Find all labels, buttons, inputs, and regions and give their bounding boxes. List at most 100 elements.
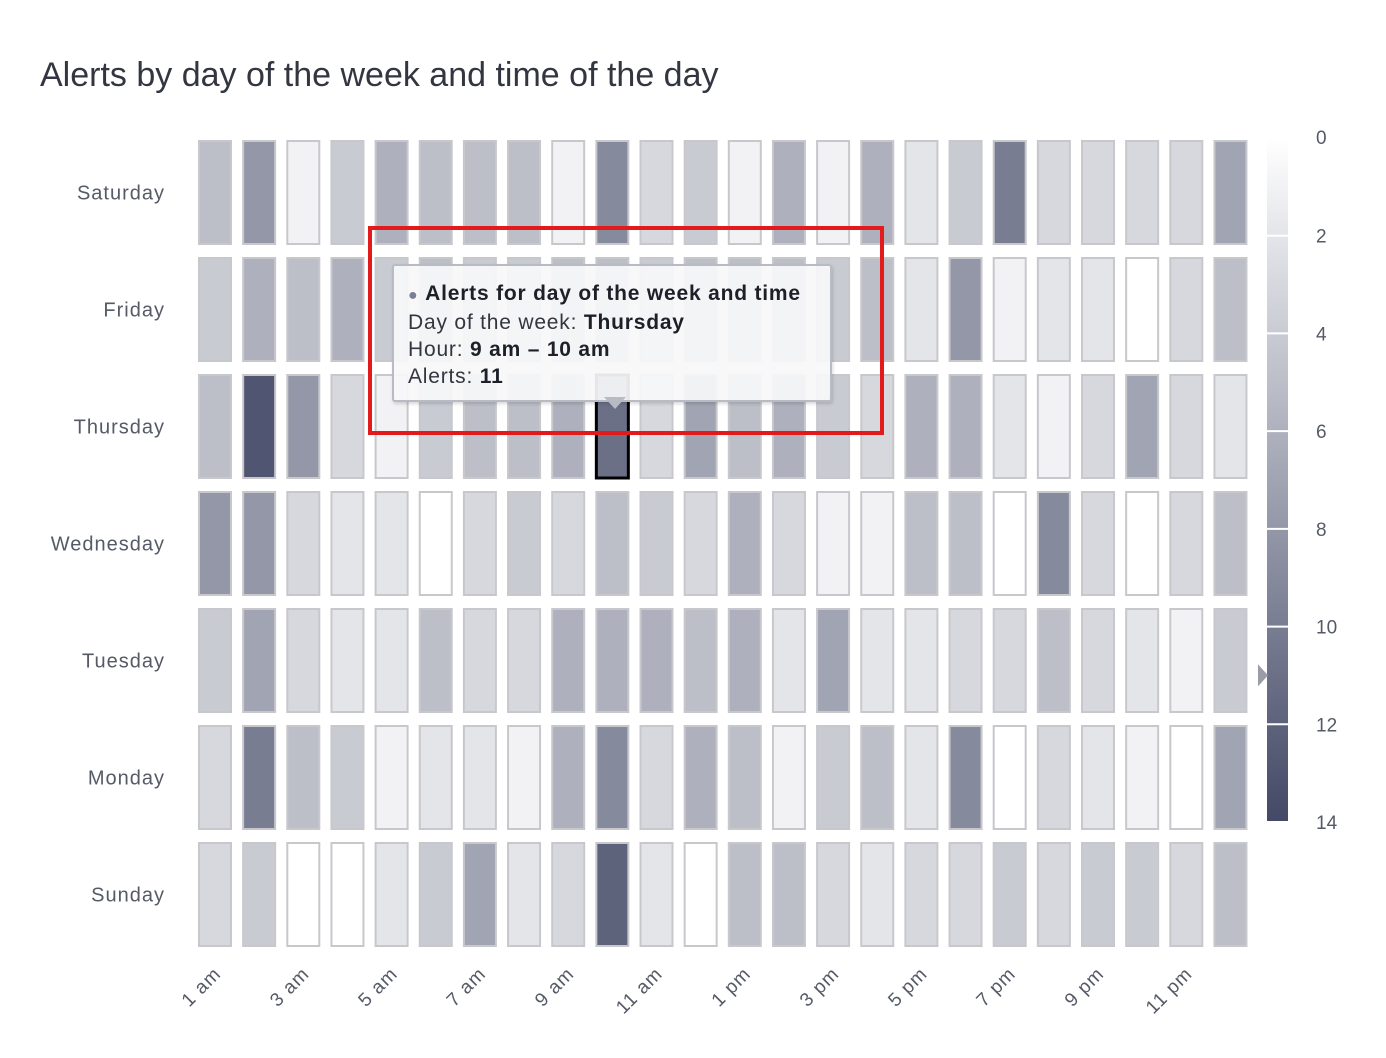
heatmap-cell[interactable]	[551, 608, 586, 713]
heatmap-cell[interactable]	[683, 725, 718, 830]
heatmap-cell[interactable]	[816, 374, 851, 479]
heatmap-cell[interactable]	[1036, 608, 1071, 713]
heatmap-cell[interactable]	[639, 842, 674, 947]
heatmap-cell[interactable]	[286, 608, 321, 713]
heatmap-cell[interactable]	[1213, 725, 1248, 830]
heatmap-cell[interactable]	[1125, 725, 1160, 830]
heatmap-cell[interactable]	[286, 374, 321, 479]
heatmap-cell[interactable]	[551, 725, 586, 830]
heatmap-cell[interactable]	[948, 491, 983, 596]
heatmap-cell[interactable]	[1081, 842, 1115, 947]
heatmap-cell[interactable]	[639, 491, 674, 596]
heatmap-cell[interactable]	[1036, 374, 1071, 479]
heatmap-cell[interactable]	[198, 725, 232, 830]
heatmap-cell[interactable]	[992, 491, 1027, 596]
heatmap-cell[interactable]	[1213, 842, 1248, 947]
heatmap-cell[interactable]	[1169, 725, 1204, 830]
heatmap-cell[interactable]	[727, 491, 762, 596]
heatmap-cell[interactable]	[1213, 608, 1248, 713]
heatmap-cell[interactable]	[816, 491, 851, 596]
heatmap-cell[interactable]	[418, 608, 453, 713]
heatmap-cell[interactable]	[860, 374, 895, 479]
heatmap-cell[interactable]	[242, 491, 277, 596]
heatmap-cell[interactable]	[727, 725, 762, 830]
heatmap-cell[interactable]	[462, 608, 497, 713]
heatmap-cell[interactable]	[198, 140, 232, 245]
heatmap-cell[interactable]	[595, 491, 630, 596]
heatmap-cell[interactable]	[286, 725, 321, 830]
heatmap-cell[interactable]	[242, 374, 277, 479]
heatmap-cell[interactable]	[948, 257, 983, 362]
heatmap-cell[interactable]	[286, 257, 321, 362]
heatmap-cell[interactable]	[551, 491, 586, 596]
heatmap-cell[interactable]	[948, 140, 983, 245]
heatmap-cell[interactable]	[904, 257, 939, 362]
heatmap-cell[interactable]	[595, 140, 630, 245]
heatmap-cell[interactable]	[904, 842, 939, 947]
heatmap-cell[interactable]	[904, 725, 939, 830]
heatmap-cell[interactable]	[374, 725, 409, 830]
heatmap-cell[interactable]	[771, 842, 806, 947]
heatmap-cell[interactable]	[683, 491, 718, 596]
heatmap-cell[interactable]	[242, 140, 277, 245]
heatmap-cell[interactable]	[198, 842, 232, 947]
heatmap-cell[interactable]	[595, 842, 630, 947]
heatmap-cell[interactable]	[1081, 374, 1115, 479]
heatmap-cell[interactable]	[418, 842, 453, 947]
heatmap-cell[interactable]	[860, 140, 895, 245]
heatmap-cell[interactable]	[374, 842, 409, 947]
heatmap-cell[interactable]	[374, 140, 409, 245]
heatmap-cell[interactable]	[904, 140, 939, 245]
heatmap-cell[interactable]	[639, 725, 674, 830]
heatmap-cell[interactable]	[330, 374, 365, 479]
heatmap-cell[interactable]	[330, 257, 365, 362]
heatmap-cell[interactable]	[639, 608, 674, 713]
heatmap-cell[interactable]	[904, 608, 939, 713]
heatmap-cell[interactable]	[462, 725, 497, 830]
heatmap-cell[interactable]	[418, 491, 453, 596]
heatmap-cell[interactable]	[1125, 608, 1160, 713]
heatmap-cell[interactable]	[330, 608, 365, 713]
heatmap-cell[interactable]	[948, 842, 983, 947]
heatmap-cell[interactable]	[374, 491, 409, 596]
heatmap-cell[interactable]	[595, 725, 630, 830]
heatmap-cell[interactable]	[1081, 140, 1115, 245]
heatmap-cell[interactable]	[771, 608, 806, 713]
heatmap-cell[interactable]	[551, 842, 586, 947]
heatmap-cell[interactable]	[462, 491, 497, 596]
heatmap-cell[interactable]	[727, 140, 762, 245]
heatmap-cell[interactable]	[374, 608, 409, 713]
heatmap-cell[interactable]	[904, 491, 939, 596]
heatmap-cell[interactable]	[1213, 374, 1248, 479]
heatmap-cell[interactable]	[1169, 608, 1204, 713]
heatmap-cell[interactable]	[1081, 608, 1115, 713]
heatmap-cell[interactable]	[771, 140, 806, 245]
heatmap-cell[interactable]	[992, 257, 1027, 362]
heatmap-cell[interactable]	[1125, 491, 1160, 596]
heatmap-cell[interactable]	[1036, 140, 1071, 245]
heatmap-cell[interactable]	[727, 842, 762, 947]
heatmap-cell[interactable]	[992, 140, 1027, 245]
heatmap-cell[interactable]	[507, 140, 542, 245]
heatmap-cell[interactable]	[948, 725, 983, 830]
heatmap-cell[interactable]	[683, 608, 718, 713]
heatmap-cell[interactable]	[860, 491, 895, 596]
heatmap-cell[interactable]	[1036, 491, 1071, 596]
heatmap-cell[interactable]	[1125, 140, 1160, 245]
heatmap-cell[interactable]	[1036, 842, 1071, 947]
heatmap-cell[interactable]	[462, 842, 497, 947]
heatmap-cell[interactable]	[1213, 491, 1248, 596]
heatmap-cell[interactable]	[242, 608, 277, 713]
heatmap-cell[interactable]	[683, 842, 718, 947]
heatmap-cell[interactable]	[1081, 725, 1115, 830]
heatmap-cell[interactable]	[198, 491, 232, 596]
heatmap-cell[interactable]	[595, 608, 630, 713]
heatmap-cell[interactable]	[242, 257, 277, 362]
heatmap-cell[interactable]	[1125, 842, 1160, 947]
heatmap-cell[interactable]	[904, 374, 939, 479]
heatmap-cell[interactable]	[1213, 140, 1248, 245]
heatmap-cell[interactable]	[507, 725, 542, 830]
heatmap-cell[interactable]	[418, 140, 453, 245]
heatmap-cell[interactable]	[1125, 374, 1160, 479]
heatmap-cell[interactable]	[1169, 374, 1204, 479]
